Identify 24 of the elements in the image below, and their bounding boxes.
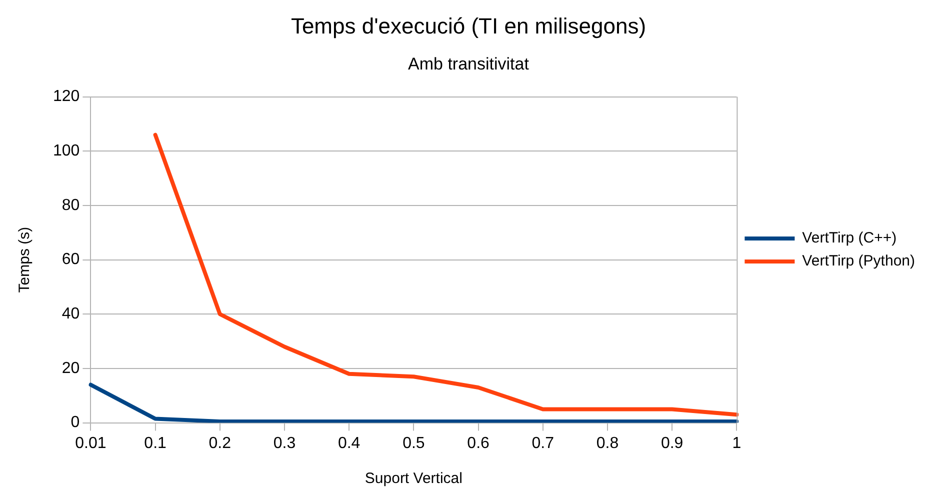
y-tick-label: 60 [62, 251, 80, 268]
legend-label: VertTirp (C++) [802, 230, 897, 247]
y-tick-label: 120 [52, 88, 80, 106]
y-tick-label: 0 [70, 414, 80, 432]
chart-subtitle: Amb transitivitat [408, 54, 530, 74]
x-tick-label: 0.4 [338, 434, 360, 452]
x-tick-label: 0.2 [208, 434, 232, 452]
y-tick-label: 100 [52, 142, 80, 160]
x-tick-label: 0.3 [273, 434, 296, 452]
x-tick-label: 1 [732, 434, 742, 452]
x-axis-title: Suport Vertical [364, 470, 462, 488]
x-tick-label: 0.8 [596, 434, 619, 452]
y-tick-label: 40 [62, 306, 80, 323]
y-tick-label: 80 [62, 196, 80, 214]
x-tick-label: 0.1 [144, 434, 167, 452]
x-tick-label: 0.01 [75, 434, 106, 452]
x-tick-label: 0.6 [467, 434, 490, 452]
legend-label: VertTirp (Python) [802, 252, 916, 270]
y-axis-title: Temps (s) [16, 226, 34, 293]
x-tick-label: 0.9 [660, 434, 684, 452]
x-tick-label: 0.7 [532, 434, 554, 452]
y-tick-label: 20 [62, 360, 80, 377]
x-tick-label: 0.5 [402, 434, 425, 452]
chart-title: Temps d'execució (TI en milisegons) [290, 13, 646, 38]
